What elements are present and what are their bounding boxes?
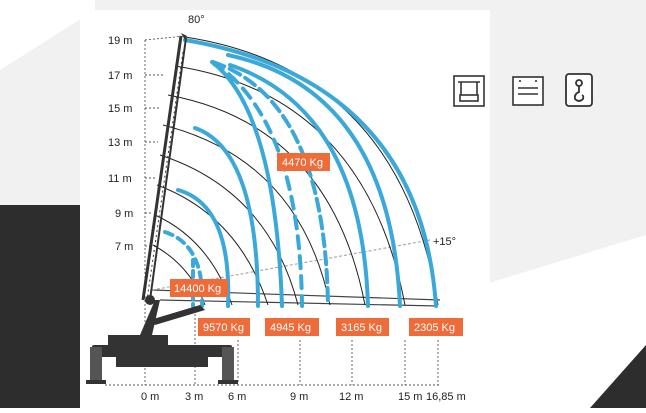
outrigger-icon — [512, 76, 544, 106]
load-label-peak-text: 4470 Kg — [282, 157, 323, 169]
dark-corner-left — [0, 205, 80, 408]
height-label: 9 m — [115, 208, 133, 220]
load-test-icon — [453, 75, 485, 107]
reach-label: 16,85 m — [426, 391, 466, 403]
height-guide-lines — [144, 35, 186, 385]
load-label-bottom-3: 3165 Kg — [336, 318, 389, 336]
load-label-bottom-1: 9570 Kg — [198, 318, 250, 336]
reach-label: 9 m — [290, 391, 308, 403]
dark-corner-right — [590, 345, 646, 408]
angle-bottom-label: +15° — [433, 236, 456, 248]
load-curve-6 — [210, 60, 284, 308]
load-curves — [163, 38, 438, 308]
reach-label: 15 m — [398, 391, 422, 403]
height-label: 7 m — [115, 241, 133, 253]
load-label-bottom-text: 2305 Kg — [414, 322, 455, 334]
load-label-left: 14400 Kg — [170, 279, 228, 297]
reach-arcs — [152, 36, 439, 306]
white-diagonal-cut — [0, 0, 95, 70]
jib-tip — [181, 33, 187, 40]
load-curve-5 — [211, 60, 304, 308]
reach-axis: 0 m 3 m 6 m 9 m 12 m 15 m 16,85 m — [141, 391, 466, 403]
height-label: 15 m — [108, 103, 132, 115]
reach-label: 3 m — [185, 391, 203, 403]
reach-label: 12 m — [339, 391, 363, 403]
crane-base — [86, 295, 238, 384]
load-label-peak: 4470 Kg — [277, 153, 330, 171]
height-label: 17 m — [108, 70, 132, 82]
load-label-bottom-text: 3165 Kg — [341, 322, 382, 334]
load-curve-1 — [183, 38, 438, 308]
crane-boom — [141, 35, 187, 301]
height-axis: 19 m 17 m 15 m 13 m 11 m 9 m 7 m — [108, 35, 133, 253]
reach-label: 0 m — [141, 391, 159, 403]
angle-top-label: 80° — [188, 14, 205, 26]
load-curve-4 — [211, 60, 330, 308]
load-curve-8 — [176, 188, 231, 308]
height-label: 11 m — [108, 173, 132, 185]
load-curve-7 — [193, 126, 260, 308]
height-label: 13 m — [108, 137, 132, 149]
load-label-bottom-text: 9570 Kg — [203, 322, 244, 334]
load-label-bottom-2: 4945 Kg — [265, 318, 319, 336]
load-label-left-text: 14400 Kg — [174, 283, 221, 295]
hook-icon — [565, 73, 593, 107]
load-label-bottom-4: 2305 Kg — [409, 318, 463, 336]
reach-label: 6 m — [228, 391, 246, 403]
load-curve-3 — [228, 63, 370, 308]
load-curve-2 — [226, 53, 402, 308]
height-label: 19 m — [108, 35, 132, 47]
load-label-bottom-text: 4945 Kg — [270, 322, 311, 334]
